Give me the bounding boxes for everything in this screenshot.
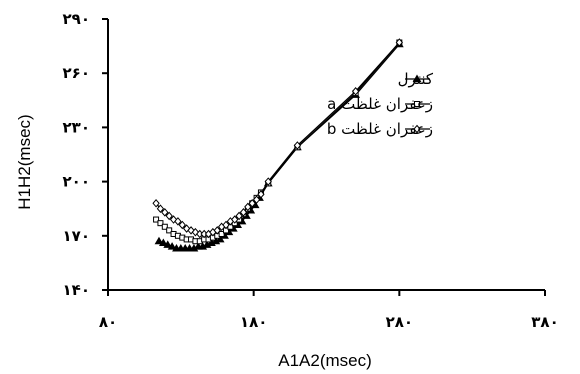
- data-point: [244, 202, 252, 212]
- data-point: [248, 199, 256, 208]
- x-tick-label: ٨٠: [99, 313, 117, 331]
- data-point: [218, 230, 225, 237]
- data-point: [213, 226, 221, 235]
- data-point: [222, 220, 230, 230]
- data-point: [174, 217, 182, 226]
- legend-marker: [412, 74, 422, 82]
- data-point: [153, 216, 160, 223]
- x-axis-title: A1A2(msec): [278, 351, 372, 370]
- data-point: [257, 189, 265, 199]
- series-line: [155, 42, 400, 235]
- x-tick-label: ٣٨٠: [531, 313, 558, 331]
- y-axis-title: H1H2(msec): [15, 114, 34, 209]
- data-point: [293, 141, 302, 150]
- data-point: [152, 199, 160, 208]
- series-square: [153, 39, 403, 245]
- y-tick-label: ١۴٠: [63, 281, 90, 299]
- data-point: [166, 227, 173, 234]
- data-point: [239, 208, 248, 217]
- data-point: [161, 208, 169, 217]
- series-triangle: [154, 39, 404, 252]
- series-layer: [152, 38, 404, 252]
- y-tick-label: ٢٩٠: [63, 10, 90, 28]
- axis-ticks: ١۴٠ ١٧٠ ٢٠٠ ٢٣٠ ٢۶٠ ٢٩٠ ٨٠ ١٨٠ ٢٨٠ ٣٨٠: [63, 10, 559, 331]
- legend: کنترل زعفران غلظت a زعفران غلظت b: [327, 70, 434, 138]
- data-point: [178, 220, 186, 230]
- data-point: [156, 204, 165, 213]
- data-point: [252, 195, 261, 204]
- y-tick-label: ٢٣٠: [63, 118, 90, 136]
- legend-marker: [413, 124, 421, 134]
- data-point: [161, 223, 168, 230]
- data-point: [157, 220, 164, 227]
- data-point: [395, 38, 403, 47]
- y-tick-label: ٢٠٠: [63, 173, 90, 191]
- data-point: [215, 234, 225, 243]
- series-diamond: [152, 38, 403, 239]
- plot-area: ١۴٠ ١٧٠ ٢٠٠ ٢٣٠ ٢۶٠ ٢٩٠ ٨٠ ١٨٠ ٢٨٠ ٣٨٠: [63, 10, 559, 331]
- legend-marker: [414, 101, 420, 107]
- data-point: [154, 236, 164, 245]
- legend-label: کنترل: [398, 70, 434, 88]
- legend-label: زعفران غلظت b: [327, 120, 433, 138]
- legend-label: زعفران غلظت a: [327, 95, 433, 113]
- series-line: [155, 42, 400, 242]
- series-line: [158, 43, 400, 250]
- data-point: [165, 211, 173, 221]
- x-tick-label: ١٨٠: [240, 313, 267, 331]
- data-point: [351, 86, 360, 96]
- data-point: [235, 211, 243, 221]
- data-point: [231, 215, 239, 224]
- data-point: [163, 240, 173, 248]
- data-point: [264, 177, 272, 186]
- data-point: [167, 242, 177, 250]
- data-point: [158, 238, 168, 247]
- x-tick-label: ٢٨٠: [386, 313, 413, 331]
- y-tick-label: ١٧٠: [63, 227, 90, 245]
- y-tick-label: ٢۶٠: [63, 64, 90, 82]
